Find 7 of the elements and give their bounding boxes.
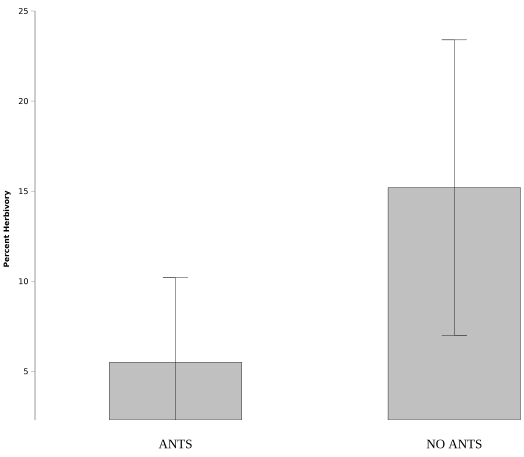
y-tick-label: 5 [24,368,28,374]
y-tick-label: 15 [19,188,28,194]
y-tick-label: 10 [19,278,28,284]
x-tick-label: NO ANTS [426,440,482,448]
y-tick-label: 20 [18,98,28,104]
x-tick-label: ANTS [158,440,192,448]
y-tick-label: 25 [18,8,28,14]
